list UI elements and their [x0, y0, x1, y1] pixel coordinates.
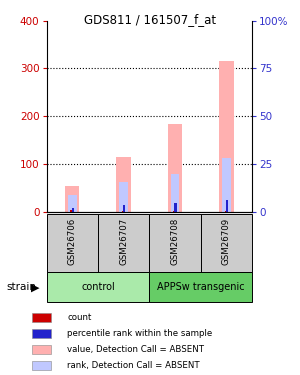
Bar — [149, 214, 201, 272]
Bar — [173, 211, 176, 212]
Bar — [175, 203, 177, 212]
Bar — [32, 345, 51, 354]
Bar — [68, 195, 76, 212]
Text: rank, Detection Call = ABSENT: rank, Detection Call = ABSENT — [67, 361, 200, 370]
Text: value, Detection Call = ABSENT: value, Detection Call = ABSENT — [67, 345, 204, 354]
Bar — [119, 182, 128, 212]
Bar — [65, 186, 80, 212]
Bar — [226, 200, 228, 212]
Bar — [116, 157, 131, 212]
Bar — [70, 210, 73, 212]
Text: count: count — [67, 313, 92, 322]
Bar — [225, 211, 227, 212]
Text: GSM26706: GSM26706 — [68, 218, 77, 265]
Text: percentile rank within the sample: percentile rank within the sample — [67, 329, 212, 338]
Bar — [201, 214, 252, 272]
Bar — [98, 214, 149, 272]
Bar — [168, 124, 182, 212]
Bar — [149, 272, 252, 302]
Bar — [46, 214, 98, 272]
Bar — [123, 205, 125, 212]
Bar — [122, 211, 124, 212]
Bar — [32, 329, 51, 338]
Bar — [32, 313, 51, 322]
Bar — [219, 61, 233, 212]
Text: GSM26708: GSM26708 — [170, 218, 179, 265]
Text: ▶: ▶ — [31, 282, 40, 292]
Text: GSM26709: GSM26709 — [222, 218, 231, 265]
Text: GDS811 / 161507_f_at: GDS811 / 161507_f_at — [84, 13, 216, 26]
Bar — [32, 362, 51, 370]
Text: GSM26707: GSM26707 — [119, 218, 128, 265]
Bar — [222, 158, 231, 212]
Text: APPSw transgenic: APPSw transgenic — [157, 282, 244, 292]
Bar — [171, 174, 179, 212]
Bar — [46, 272, 149, 302]
Text: control: control — [81, 282, 115, 292]
Bar — [72, 208, 74, 212]
Text: strain: strain — [6, 282, 36, 292]
